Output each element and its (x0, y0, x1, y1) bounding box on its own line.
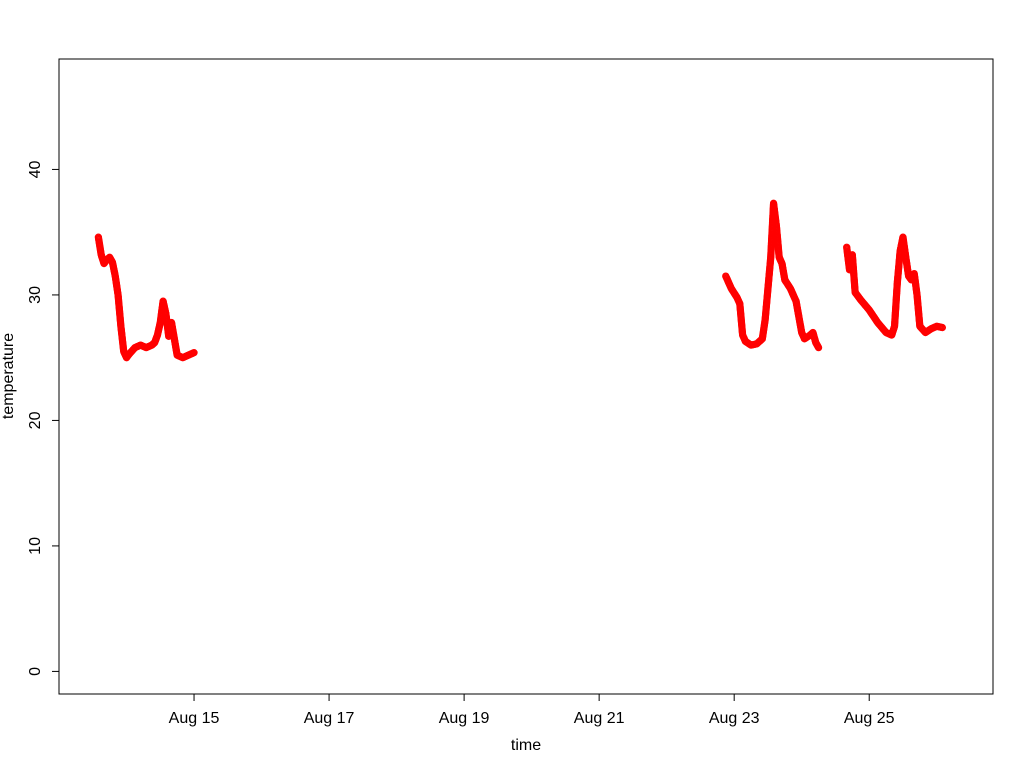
x-tick-label: Aug 15 (169, 710, 220, 727)
x-tick-label: Aug 21 (574, 710, 625, 727)
x-tick-label: Aug 17 (304, 710, 355, 727)
y-axis-title: temperature (0, 333, 17, 419)
x-axis: Aug 15 Aug 17 Aug 19 Aug 21 Aug 23 Aug 25 (169, 693, 895, 727)
y-tick-label: 0 (27, 667, 44, 676)
data-point (814, 343, 823, 352)
y-tick-label: 40 (27, 160, 44, 178)
data-point (938, 323, 947, 332)
x-tick-label: Aug 23 (709, 710, 760, 727)
x-tick-label: Aug 25 (844, 710, 895, 727)
y-tick-label: 10 (27, 537, 44, 555)
plot-frame (58, 58, 994, 695)
y-tick-label: 20 (27, 411, 44, 429)
y-axis: 0 10 20 30 40 (27, 160, 60, 676)
x-axis-title: time (511, 737, 541, 754)
data-points (94, 199, 947, 362)
x-tick-label: Aug 19 (439, 710, 490, 727)
y-tick-label: 30 (27, 286, 44, 304)
data-point (190, 349, 198, 357)
